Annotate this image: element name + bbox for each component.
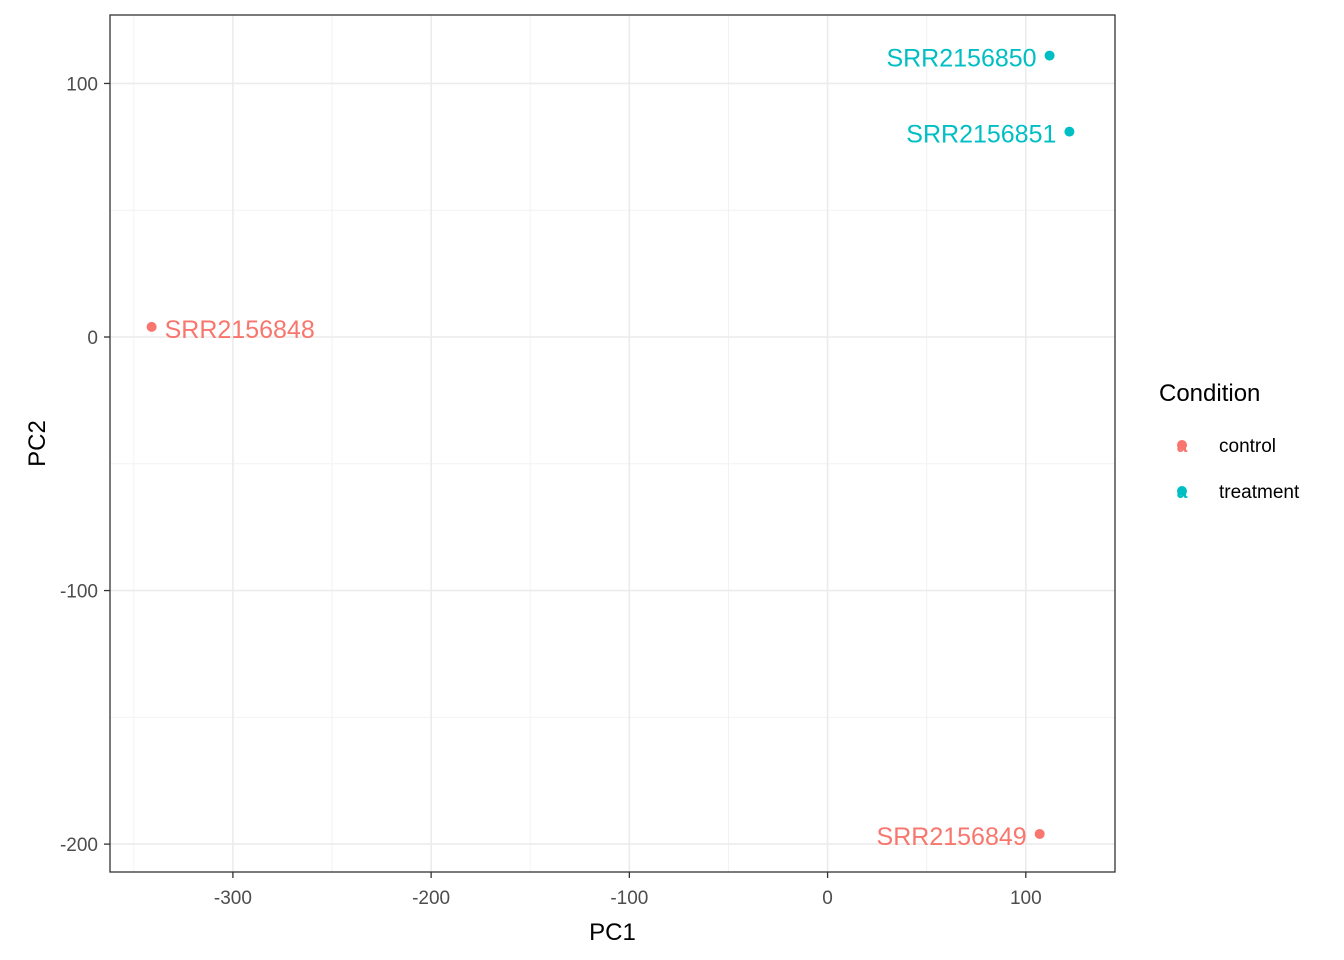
- data-points: [146, 50, 1075, 839]
- data-point: [146, 321, 157, 332]
- y-tick-label: 100: [66, 74, 98, 95]
- data-point-label: SRR2156848: [165, 316, 315, 344]
- x-tick-label: -300: [214, 888, 252, 909]
- x-axis-title: PC1: [589, 919, 636, 946]
- data-point-labels: SRR2156848 SRR2156849 SRR2156850 SRR2156851: [165, 45, 1057, 851]
- y-axis-title: PC2: [24, 420, 51, 467]
- data-point: [1044, 50, 1055, 61]
- legend-key-glyph: a: [1177, 482, 1188, 503]
- data-point-label: SRR2156851: [906, 121, 1056, 149]
- data-point: [1064, 126, 1075, 137]
- y-tick-label: 0: [87, 328, 98, 349]
- major-gridlines: [110, 15, 1115, 872]
- legend-key-treatment: [1177, 486, 1187, 496]
- x-tick-label: -200: [412, 888, 450, 909]
- y-axis-ticks: -200 -100 0 100: [60, 74, 110, 856]
- y-tick-label: -100: [60, 582, 98, 603]
- data-point: [1034, 828, 1045, 839]
- y-tick-label: -200: [60, 835, 98, 856]
- x-axis-ticks: -300 -200 -100 0 100: [214, 872, 1042, 909]
- x-tick-label: -100: [610, 888, 648, 909]
- x-tick-label: 100: [1010, 888, 1042, 909]
- legend-key-control: [1177, 440, 1187, 450]
- data-point-label: SRR2156850: [886, 45, 1036, 73]
- legend-label-treatment: treatment: [1219, 482, 1300, 503]
- legend: Condition a control a treatment: [1159, 380, 1300, 503]
- legend-label-control: control: [1219, 436, 1276, 457]
- x-tick-label: 0: [822, 888, 833, 909]
- panel-border: [109, 14, 1116, 873]
- legend-key-glyph: a: [1177, 436, 1188, 457]
- data-point-label: SRR2156849: [877, 823, 1027, 851]
- minor-gridlines: [110, 15, 1115, 872]
- legend-title: Condition: [1159, 380, 1260, 407]
